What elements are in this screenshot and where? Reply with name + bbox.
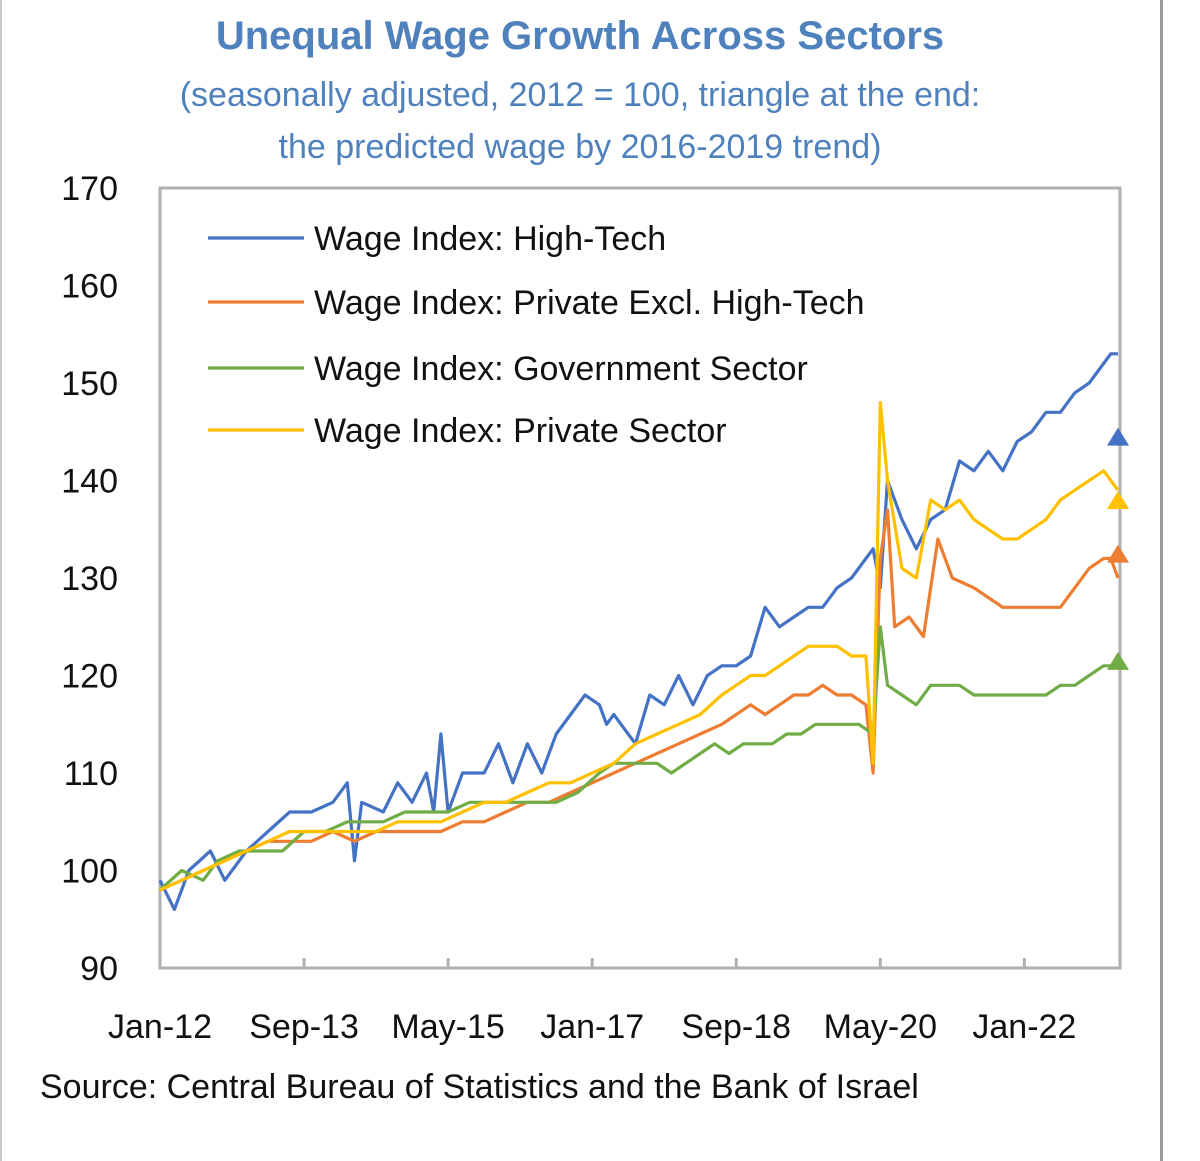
x-tick-label: May-15: [391, 1008, 504, 1046]
y-tick-label: 160: [61, 268, 118, 306]
y-tick-label: 140: [61, 463, 118, 501]
x-axis: Jan-12 Sep-13 May-15 Jan-17 Sep-18 May-20 Jan-…: [108, 958, 1076, 1046]
x-tick-label: Jan-12: [108, 1008, 212, 1046]
predicted-marker-2: [1107, 545, 1129, 563]
x-tick-label: Sep-13: [249, 1008, 359, 1046]
y-tick-label: 130: [61, 560, 118, 598]
y-tick-label: 150: [61, 365, 118, 403]
y-tick-label: 110: [64, 755, 118, 793]
series-line-3: [160, 627, 1118, 890]
predicted-marker-4: [1107, 491, 1129, 509]
y-tick-label: 120: [61, 658, 118, 696]
series-line-4: [160, 403, 1118, 891]
legend-label-3: Wage Index: Government Sector: [314, 350, 808, 388]
y-tick-label: 100: [61, 853, 118, 891]
x-tick-label: Sep-18: [681, 1008, 791, 1046]
y-axis: 90 100 110 120 130 140 150 160 170: [61, 170, 118, 988]
y-tick-label: 90: [80, 950, 118, 988]
legend-label-2: Wage Index: Private Excl. High-Tech: [314, 284, 865, 322]
line-chart: 90 100 110 120 130 140 150 160 170 Jan-12 Sep-13 M…: [0, 0, 1160, 1060]
legend: Wage Index: High-Tech Wage Index: Private…: [208, 220, 865, 450]
source-note: Source: Central Bureau of Statistics and…: [40, 1068, 919, 1107]
x-tick-label: Jan-17: [540, 1008, 644, 1046]
legend-label-1: Wage Index: High-Tech: [314, 220, 666, 258]
x-tick-label: May-20: [824, 1008, 937, 1046]
predicted-markers: [1107, 428, 1129, 670]
frame-right-edge: [1160, 0, 1163, 1161]
x-tick-label: Jan-22: [972, 1008, 1076, 1046]
predicted-marker-1: [1107, 428, 1129, 446]
y-tick-label: 170: [61, 170, 118, 208]
predicted-marker-3: [1107, 652, 1129, 670]
legend-label-4: Wage Index: Private Sector: [314, 412, 727, 450]
